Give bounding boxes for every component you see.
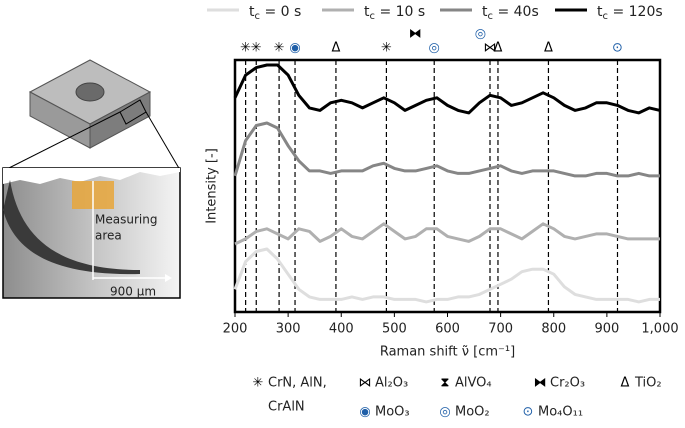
series-line — [234, 222, 660, 246]
phase-symbol: ✳ — [253, 376, 264, 391]
x-tick-label: 300 — [276, 322, 301, 337]
legend-label: tc = 40s — [482, 4, 539, 22]
phase-label: MoO₂ — [455, 405, 490, 420]
phase-label: Cr₂O₃ — [550, 376, 585, 391]
measuring-label: area — [95, 229, 122, 243]
series-line — [233, 247, 660, 304]
x-tick-label: 1,000 — [641, 322, 678, 337]
phase-label: Al₂O₃ — [375, 376, 408, 391]
peak-symbol: ✳ — [240, 41, 251, 56]
peak-symbol: ⊙ — [612, 41, 623, 56]
legend-label: tc = 10 s — [364, 4, 425, 22]
peak-symbol: ◎ — [429, 41, 440, 56]
peak-symbol: Δ — [331, 41, 340, 56]
peak-symbol: ✳ — [251, 41, 262, 56]
x-tick-label: 400 — [329, 322, 354, 337]
phase-symbol: ⧓ — [534, 376, 547, 391]
phase-symbol: Δ — [621, 376, 630, 391]
y-axis-label: Intensity [-] — [205, 148, 220, 224]
phase-label: CrAlN — [268, 400, 305, 415]
phase-symbol: ◉ — [359, 405, 370, 420]
x-axis-label: Raman shift ν̃ [cm⁻¹] — [380, 345, 515, 360]
phase-label: TiO₂ — [634, 376, 662, 391]
legend-label: tc = 0 s — [249, 4, 301, 22]
x-tick-label: 500 — [382, 322, 407, 337]
peak-symbol: ✳ — [274, 41, 285, 56]
peak-symbol: ✳ — [381, 41, 392, 56]
peak-symbol: ◉ — [289, 41, 300, 56]
phase-label: AlVO₄ — [455, 376, 492, 391]
phase-label: Mo₄O₁₁ — [538, 405, 583, 420]
phase-label: MoO₃ — [375, 405, 410, 420]
peak-symbol-upper: ⧓ — [409, 27, 422, 42]
plot-frame — [233, 58, 662, 314]
peak-symbol: Δ — [544, 41, 553, 56]
x-tick-label: 200 — [223, 322, 248, 337]
phase-symbol: ◎ — [439, 405, 450, 420]
peak-symbol: Δ — [494, 41, 503, 56]
x-tick-label: 800 — [541, 322, 566, 337]
scale-label: 900 µm — [110, 285, 156, 299]
measuring-label: Measuring — [95, 213, 157, 227]
phase-symbol: ⋈ — [359, 376, 372, 391]
phase-label: CrN, AlN, — [268, 376, 327, 391]
x-tick-label: 900 — [594, 322, 619, 337]
peak-symbol: ⋈ — [484, 41, 497, 56]
x-tick-label: 700 — [488, 322, 513, 337]
insert-illustration — [2, 59, 181, 299]
peak-symbol-upper: ◎ — [475, 27, 486, 42]
series-line — [233, 121, 660, 178]
legend-label: tc = 120s — [597, 4, 663, 22]
series-line — [233, 63, 661, 115]
phase-symbol: ⧗ — [440, 376, 449, 391]
x-tick-label: 600 — [435, 322, 460, 337]
phase-symbol: ⊙ — [523, 405, 534, 420]
